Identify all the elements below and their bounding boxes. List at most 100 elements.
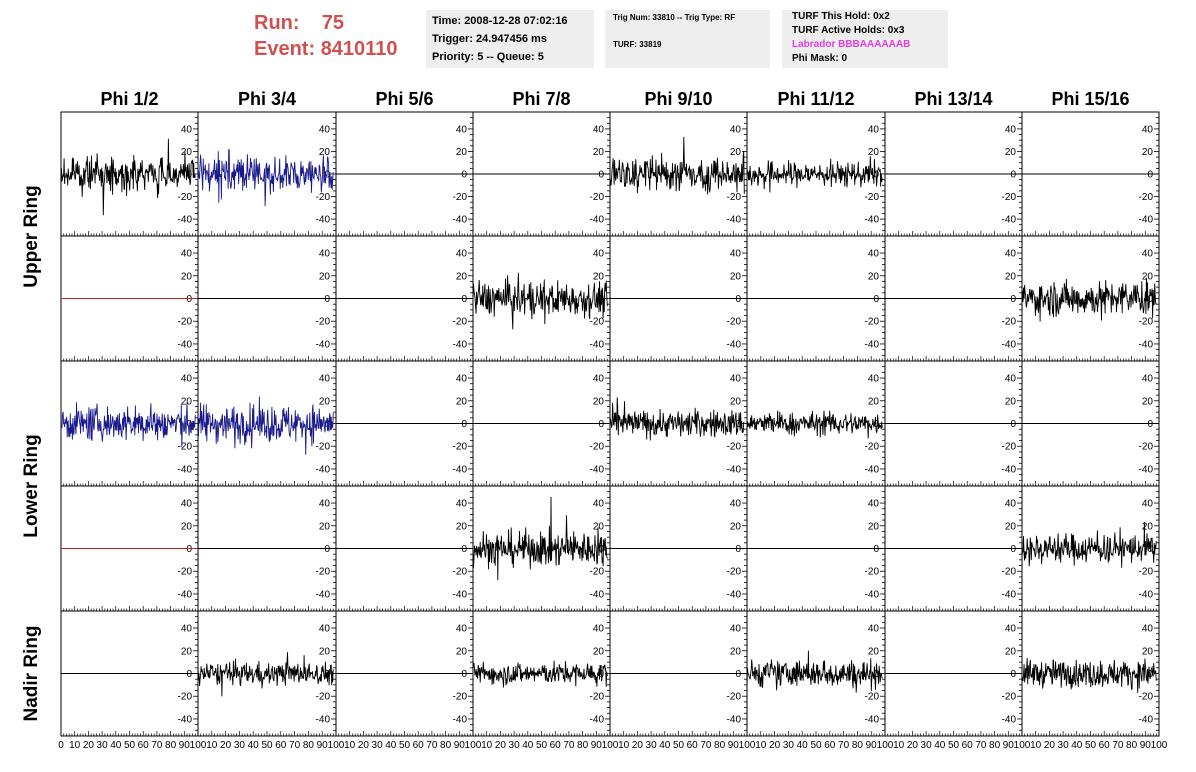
column-title: Phi 11/12	[777, 89, 854, 109]
turf-text: TURF: 33819	[613, 40, 662, 49]
run-value: 75	[321, 12, 345, 34]
x-tick-label: 50	[399, 740, 411, 751]
y-tick-label: 20	[593, 271, 605, 282]
x-tick-label: 80	[440, 740, 452, 751]
y-tick-label: 40	[1142, 124, 1154, 135]
y-tick-label: -40	[727, 215, 742, 226]
trig-info-box: Trig Num: 33810 -- Trig Type: RF TURF: 3…	[605, 10, 770, 68]
waveform-trace	[472, 660, 608, 688]
x-tick-label: 60	[1099, 740, 1111, 751]
y-tick-label: 0	[186, 294, 192, 305]
y-tick-label: 20	[730, 521, 742, 532]
y-tick-label: 0	[1147, 294, 1153, 305]
y-tick-label: -20	[453, 442, 468, 453]
column-title: Phi 15/16	[1051, 89, 1129, 109]
ring-label: Lower Ring	[21, 434, 42, 537]
y-tick-label: -40	[1139, 339, 1154, 350]
y-tick-label: -40	[865, 464, 880, 475]
column-title: Phi 9/10	[644, 89, 712, 109]
y-tick-label: -20	[453, 692, 468, 703]
event-label: Event:	[254, 38, 316, 60]
y-tick-label: 40	[456, 374, 468, 385]
y-tick-label: 0	[461, 170, 467, 181]
x-tick-label: 20	[632, 740, 644, 751]
waveform-trace	[197, 396, 334, 455]
y-tick-label: 20	[456, 646, 468, 657]
x-tick-label: 80	[165, 740, 177, 751]
y-tick-label: -20	[316, 317, 331, 328]
y-tick-label: 0	[461, 669, 467, 680]
y-tick-label: 0	[735, 544, 741, 555]
y-tick-label: -40	[1002, 589, 1017, 600]
waveform-trace	[472, 496, 608, 581]
waveform-trace	[197, 148, 334, 207]
x-tick-label: 50	[810, 740, 822, 751]
y-tick-label: 20	[593, 521, 605, 532]
y-tick-label: -20	[865, 567, 880, 578]
x-tick-label: 100	[602, 740, 619, 751]
y-tick-label: -40	[865, 339, 880, 350]
x-tick-label: 100	[190, 740, 207, 751]
y-tick-label: 20	[181, 271, 193, 282]
y-tick-label: 40	[593, 124, 605, 135]
y-tick-label: -40	[453, 464, 468, 475]
waveform-trace	[1021, 657, 1157, 693]
x-tick-label: 50	[673, 740, 685, 751]
y-tick-label: 40	[1005, 499, 1017, 510]
ring-label: Upper Ring	[21, 185, 42, 287]
x-tick-label: 10	[893, 740, 905, 751]
x-tick-label: 40	[797, 740, 809, 751]
x-tick-label: 80	[577, 740, 589, 751]
y-tick-label: 20	[868, 521, 880, 532]
y-tick-label: -20	[1002, 442, 1017, 453]
x-tick-label: 10	[1030, 740, 1042, 751]
y-tick-label: -20	[865, 692, 880, 703]
phi-mask-text: Phi Mask: 0	[792, 53, 848, 64]
y-tick-label: -20	[316, 192, 331, 203]
y-tick-label: 0	[1010, 669, 1016, 680]
waveform-trace	[60, 138, 196, 216]
x-tick-label: 90	[179, 740, 191, 751]
y-tick-label: 0	[186, 544, 192, 555]
y-tick-label: 0	[461, 294, 467, 305]
y-tick-label: 20	[1142, 147, 1154, 158]
x-tick-label: 70	[838, 740, 850, 751]
y-tick-label: -20	[1139, 317, 1154, 328]
y-tick-label: 40	[181, 499, 193, 510]
y-tick-label: -40	[865, 714, 880, 725]
y-tick-label: 40	[1005, 624, 1017, 635]
y-tick-label: -20	[1002, 692, 1017, 703]
y-tick-label: -20	[727, 192, 742, 203]
y-tick-label: -40	[1139, 464, 1154, 475]
y-tick-label: -40	[453, 215, 468, 226]
x-tick-label: 90	[1003, 740, 1015, 751]
x-tick-label: 90	[454, 740, 466, 751]
x-tick-label: 60	[413, 740, 425, 751]
y-tick-label: 40	[319, 124, 331, 135]
x-tick-label: 40	[522, 740, 534, 751]
y-tick-label: 20	[319, 646, 331, 657]
x-tick-label: 20	[220, 740, 232, 751]
x-tick-label: 70	[563, 740, 575, 751]
x-tick-label: 90	[591, 740, 603, 751]
y-tick-label: -20	[1139, 567, 1154, 578]
x-tick-label: 100	[465, 740, 482, 751]
y-tick-label: 40	[730, 624, 742, 635]
y-tick-label: 40	[593, 624, 605, 635]
y-tick-label: 20	[319, 271, 331, 282]
x-tick-label: 80	[714, 740, 726, 751]
y-tick-label: -40	[727, 589, 742, 600]
y-tick-label: 0	[1147, 170, 1153, 181]
x-tick-label: 70	[289, 740, 301, 751]
x-tick-label: 70	[975, 740, 987, 751]
y-tick-label: -40	[316, 339, 331, 350]
y-tick-label: 0	[598, 419, 604, 430]
y-tick-label: -20	[727, 317, 742, 328]
y-tick-label: 40	[730, 374, 742, 385]
y-tick-label: 20	[1005, 646, 1017, 657]
y-tick-label: 40	[181, 374, 193, 385]
x-tick-label: 20	[907, 740, 919, 751]
trig-num-text: Trig Num: 33810 -- Trig Type: RF	[613, 13, 736, 22]
y-tick-label: 40	[593, 249, 605, 260]
y-tick-label: -20	[316, 567, 331, 578]
